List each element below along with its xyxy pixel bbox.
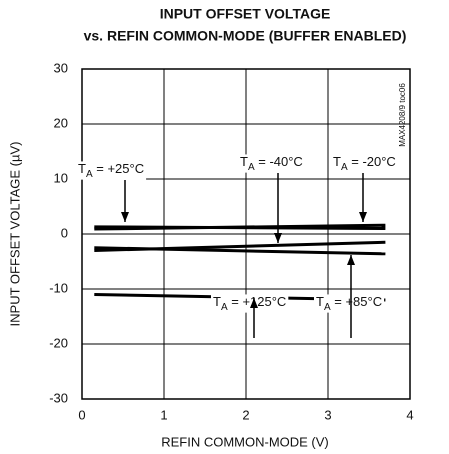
series-label: TA = +25°C <box>78 161 144 179</box>
x-tick-label: 3 <box>324 407 331 422</box>
y-tick-label: 0 <box>61 225 68 240</box>
y-tick-label: -20 <box>49 335 68 350</box>
label-background <box>238 154 305 173</box>
x-tick-label: 1 <box>160 407 167 422</box>
chart-title: INPUT OFFSET VOLTAGE <box>160 6 331 22</box>
label-background <box>331 154 398 173</box>
y-tick-label: 10 <box>54 170 68 185</box>
arrow-head <box>359 212 367 222</box>
label-background <box>76 161 147 180</box>
series-label: TA = +125°C <box>213 294 286 312</box>
plot-frame <box>81 68 411 400</box>
y-tick-label: 20 <box>54 115 68 130</box>
x-tick-label: 4 <box>406 407 413 422</box>
annotation: MAX4208/9 toc06 <box>398 83 407 147</box>
arrow-head <box>274 233 282 243</box>
arrow-head <box>347 255 355 265</box>
series-line <box>94 246 386 256</box>
chart-subtitle: vs. REFIN COMMON-MODE (BUFFER ENABLED) <box>84 28 407 44</box>
x-tick-label: 0 <box>78 407 85 422</box>
x-axis-label: REFIN COMMON-MODE (V) <box>161 434 329 449</box>
label-background <box>314 294 385 313</box>
arrow-head <box>250 298 258 308</box>
arrow-head <box>121 212 129 222</box>
series-label: TA = -40°C <box>240 154 303 172</box>
series-label: TA = +85°C <box>316 294 382 312</box>
label-background <box>211 294 289 313</box>
y-tick-label: -10 <box>49 280 68 295</box>
y-axis-label: INPUT OFFSET VOLTAGE (µV) <box>7 142 22 327</box>
series-line <box>94 223 386 231</box>
y-tick-label: -30 <box>49 390 68 405</box>
x-tick-label: 2 <box>242 407 249 422</box>
y-tick-label: 30 <box>54 60 68 75</box>
series-label: TA = -20°C <box>333 154 396 172</box>
